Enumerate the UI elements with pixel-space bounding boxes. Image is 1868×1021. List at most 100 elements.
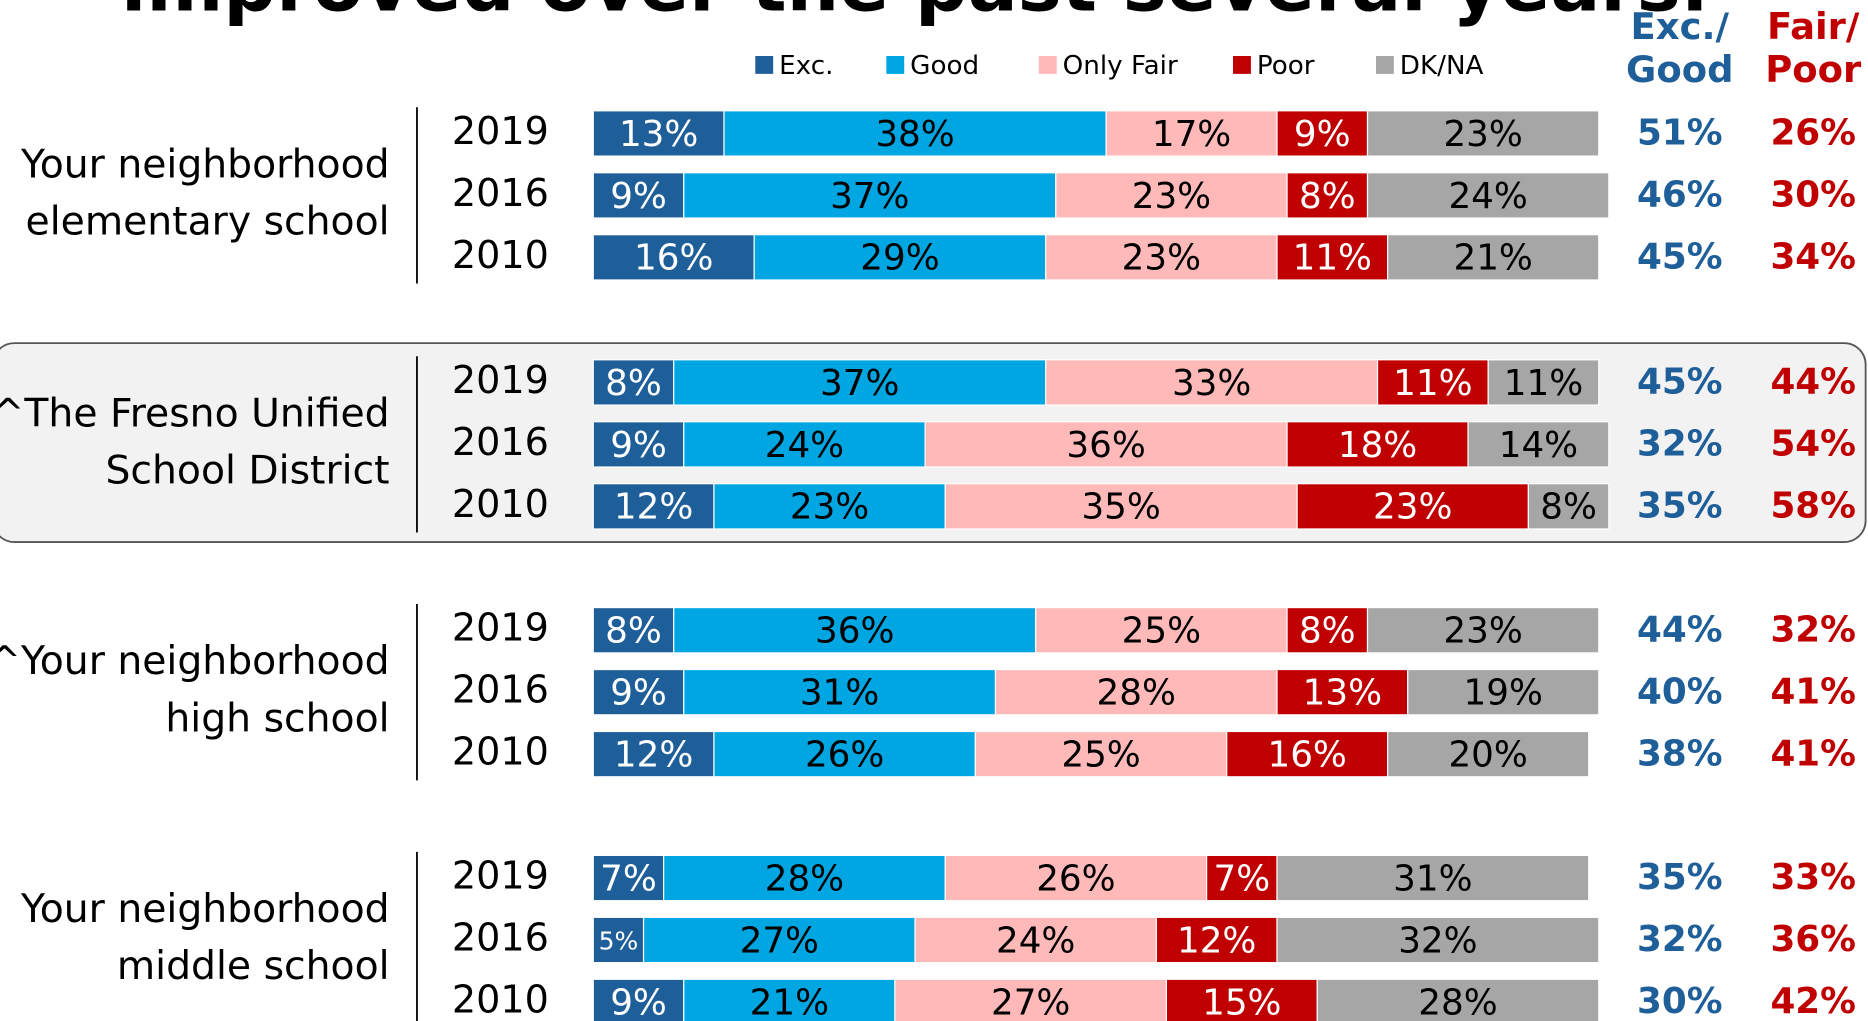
bar-value-label: 9% <box>1294 114 1351 155</box>
legend-swatch <box>886 56 905 74</box>
bar-segment <box>974 730 1228 778</box>
bar-segment <box>1487 359 1600 406</box>
bar-segment <box>713 730 976 778</box>
total-value: 36% <box>1770 919 1856 960</box>
bar-segment <box>1165 978 1318 1021</box>
bar-value-label: 8% <box>1299 176 1356 217</box>
bar-value-label: 36% <box>815 611 894 652</box>
year-label: 2016 <box>452 915 549 959</box>
bar-segment <box>642 916 916 964</box>
bar-value-label: 20% <box>1448 735 1527 776</box>
total-value: 44% <box>1770 362 1856 403</box>
bar-value-label: 8% <box>605 611 662 652</box>
bar-value-label: 35% <box>1081 487 1160 528</box>
total-value: 45% <box>1637 362 1723 403</box>
bar-value-label: 7% <box>1213 858 1270 899</box>
total-value: 35% <box>1637 486 1723 527</box>
bar-segment <box>1045 234 1278 281</box>
year-label: 2019 <box>452 854 549 898</box>
bar-segment <box>1366 172 1610 219</box>
bar-segment <box>1276 854 1590 902</box>
bar-segment <box>753 234 1047 281</box>
bar-segment <box>592 172 685 219</box>
bar-value-label: 21% <box>750 982 829 1021</box>
bar-value-label: 11% <box>1393 363 1472 404</box>
group-label: School District <box>105 448 389 493</box>
bar-value-label: 19% <box>1464 673 1543 714</box>
total-value: 51% <box>1637 113 1723 154</box>
bar-value-label: 7% <box>600 858 657 899</box>
legend-label: Poor <box>1257 51 1315 81</box>
year-label: 2010 <box>452 233 549 277</box>
bar-value-label: 23% <box>790 487 869 528</box>
total-value: 42% <box>1770 981 1856 1021</box>
bar-segment <box>713 483 946 530</box>
legend-swatch <box>755 56 774 74</box>
bar-value-label: 9% <box>610 673 667 714</box>
bar-value-label: 27% <box>991 982 1070 1021</box>
bar-segment <box>673 359 1047 406</box>
year-label: 2019 <box>452 358 549 402</box>
bar-segment <box>1105 110 1278 157</box>
bar-value-label: 5% <box>599 926 639 955</box>
total-value: 32% <box>1637 919 1723 960</box>
total-value: 38% <box>1637 733 1723 774</box>
bar-segment <box>1527 483 1610 530</box>
bar-value-label: 23% <box>1443 114 1522 155</box>
legend-swatch <box>1375 56 1394 74</box>
total-value: 32% <box>1770 609 1856 650</box>
total-value: 45% <box>1637 237 1723 278</box>
bar-value-label: 24% <box>996 920 1075 961</box>
bar-segment <box>1276 916 1600 964</box>
bar-segment <box>994 668 1278 716</box>
totals-header: Poor <box>1765 48 1862 91</box>
bar-segment <box>914 916 1157 964</box>
bar-value-label: 8% <box>1299 611 1356 652</box>
total-value: 41% <box>1770 671 1856 712</box>
bar-segment <box>592 606 675 654</box>
bar-value-label: 24% <box>765 425 844 466</box>
bar-value-label: 26% <box>1036 858 1115 899</box>
bar-segment <box>1286 172 1369 219</box>
bar-value-label: 37% <box>830 176 909 217</box>
bar-segment <box>592 916 645 964</box>
group-label: ^Your neighborhood <box>0 639 390 684</box>
bar-segment <box>944 483 1298 530</box>
bar-value-label: 28% <box>765 858 844 899</box>
bar-segment <box>1467 421 1610 468</box>
bar-value-label: 23% <box>1122 238 1201 279</box>
bar-value-label: 32% <box>1398 920 1477 961</box>
bar-value-label: 33% <box>1172 363 1251 404</box>
total-value: 46% <box>1637 175 1723 216</box>
bar-segment <box>1276 668 1409 716</box>
bar-value-label: 29% <box>860 238 939 279</box>
bar-value-label: 12% <box>614 487 693 528</box>
bar-value-label: 9% <box>610 982 667 1021</box>
bar-value-label: 26% <box>805 735 884 776</box>
bar-segment <box>1316 978 1600 1021</box>
bar-value-label: 13% <box>1303 673 1382 714</box>
bar-value-label: 24% <box>1448 176 1527 217</box>
bar-segment <box>592 359 675 406</box>
total-value: 58% <box>1770 486 1856 527</box>
bar-segment <box>1296 483 1529 530</box>
bar-segment <box>944 854 1208 902</box>
total-value: 33% <box>1770 857 1856 898</box>
bar-segment <box>683 978 896 1021</box>
bar-segment <box>1155 916 1278 964</box>
group-label: Your neighborhood <box>20 887 390 932</box>
legend-label: Only Fair <box>1063 51 1178 81</box>
bar-segment <box>1286 421 1469 468</box>
bar-segment <box>894 978 1167 1021</box>
chart-title: improved over the past several years. <box>121 0 1709 29</box>
total-value: 54% <box>1770 424 1856 465</box>
year-label: 2010 <box>452 482 549 526</box>
legend-label: Good <box>910 51 979 81</box>
bar-value-label: 31% <box>1393 858 1472 899</box>
bar-segment <box>592 978 685 1021</box>
group-label: high school <box>165 696 389 741</box>
legend-swatch <box>1233 56 1251 74</box>
legend-label: Exc. <box>779 51 833 81</box>
bar-value-label: 21% <box>1453 238 1532 279</box>
bar-value-label: 23% <box>1373 487 1452 528</box>
